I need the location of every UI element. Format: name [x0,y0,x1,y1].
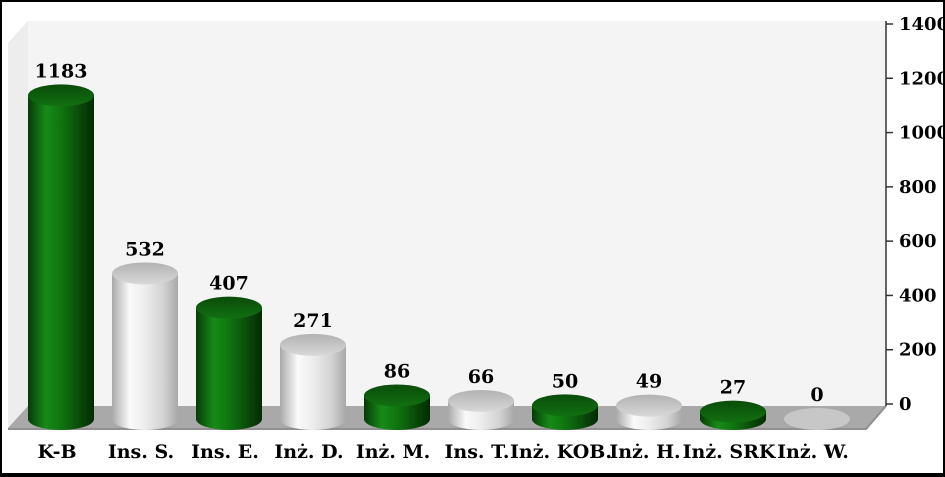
category-label: Inż. M. [356,441,430,463]
bar-group: 27 Inż. SRK [683,377,777,463]
cylinder-top [28,84,94,107]
y-tick-label: 800 [899,177,937,198]
value-label: 66 [468,366,494,388]
y-tick-label: 200 [899,340,937,361]
value-label: 532 [125,238,165,260]
value-label: 27 [720,377,746,399]
cylinder-body [112,273,178,430]
value-label: 407 [209,273,249,295]
cylinder-body [28,95,94,431]
value-label: 49 [636,371,662,393]
category-label: Inż. KOB. [510,441,612,463]
y-tick-label: 1200 [899,68,943,89]
category-label: Inż. SRK [683,441,777,463]
y-tick-label: 1400 [899,14,943,35]
category-label: Inż. D. [274,441,343,463]
y-tick-label: 0 [899,394,912,415]
value-label: 271 [293,310,333,332]
y-tick-label: 1000 [899,123,943,144]
floor-front-edge [8,405,887,430]
bar-group: 66 Ins. T. [445,366,514,463]
bar-group: 271 Inż. D. [274,310,346,463]
zero-cylinder-ellipse [784,408,850,430]
cylinder-top [112,262,178,285]
category-label: Ins. S. [108,441,174,463]
bar-group: 1183 K-B [28,60,94,463]
side-wall [8,21,28,428]
value-label: 50 [552,370,578,392]
y-tick-label: 600 [899,231,937,252]
value-label: 86 [384,360,410,382]
cylinder-top [700,400,766,423]
y-tick-label: 400 [899,285,937,306]
cylinder-top [196,296,262,319]
bar-group: 0 Inż. W. [777,384,850,463]
cylinder-top [448,389,514,412]
cylinder-top [364,384,430,407]
category-label: Inż. W. [777,441,849,463]
bar-group: 50 Inż. KOB. [510,370,612,463]
cylinder-body [196,307,262,430]
bar-group: 86 Inż. M. [356,360,430,463]
value-label: 1183 [35,60,88,82]
cylinder-top [280,333,346,356]
category-label: Ins. E. [191,441,259,463]
category-label: Ins. T. [445,441,510,463]
bar-group: 532 Ins. S. [108,238,178,463]
bar-group: 407 Ins. E. [191,273,262,463]
value-label: 0 [810,384,823,406]
category-label: K-B [37,441,76,463]
cylinder-top [532,394,598,417]
cylinder-top [616,394,682,417]
bar-group: 49 Inż. H. [609,371,682,463]
cylinder-body [280,344,346,430]
category-label: Inż. H. [609,441,680,463]
